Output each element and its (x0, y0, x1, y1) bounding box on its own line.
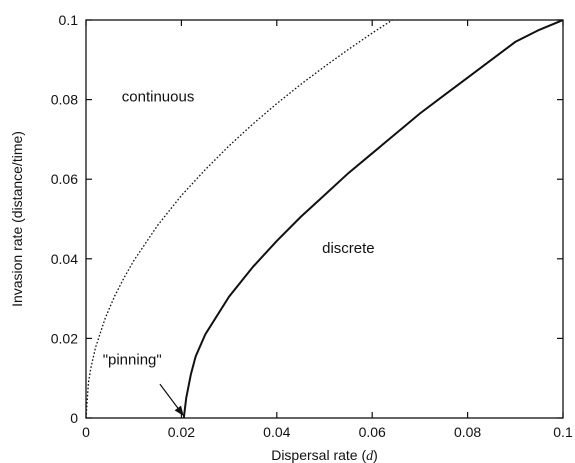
x-axis-ticks: 0 0.02 0.04 0.06 0.08 0.1 (82, 20, 573, 440)
y-tick-label: 0.04 (51, 251, 78, 267)
x-axis-label: Dispersal rate (d) (271, 447, 378, 463)
x-axis-label-main: Dispersal rate ( (271, 447, 366, 463)
x-tick-label: 0.04 (263, 424, 290, 440)
x-tick-label: 0.02 (168, 424, 195, 440)
series-layer (86, 20, 563, 418)
y-axis-ticks: 0 0.02 0.04 0.06 0.08 0.1 (51, 12, 563, 426)
annotation-layer: continuous discrete "pinning" (103, 89, 375, 417)
y-tick-label: 0.1 (59, 12, 79, 28)
x-axis-label-close: ) (373, 447, 378, 463)
x-tick-label: 0.06 (359, 424, 386, 440)
x-tick-label: 0.08 (454, 424, 481, 440)
y-axis-label: Invasion rate (distance/time) (9, 131, 25, 307)
annotation-pinning: "pinning" (103, 351, 162, 368)
y-tick-label: 0 (70, 410, 78, 426)
x-tick-label: 0 (82, 424, 90, 440)
series-line-discrete (182, 20, 563, 418)
y-tick-label: 0.08 (51, 92, 78, 108)
x-tick-label: 0.1 (553, 424, 573, 440)
annotation-discrete: discrete (322, 240, 375, 257)
annotation-continuous: continuous (122, 89, 195, 106)
y-tick-label: 0.02 (51, 330, 78, 346)
plot-frame (85, 19, 564, 419)
y-tick-label: 0.06 (51, 171, 78, 187)
x-axis-label-var: d (366, 449, 374, 463)
pinning-arrow-head (174, 405, 184, 417)
